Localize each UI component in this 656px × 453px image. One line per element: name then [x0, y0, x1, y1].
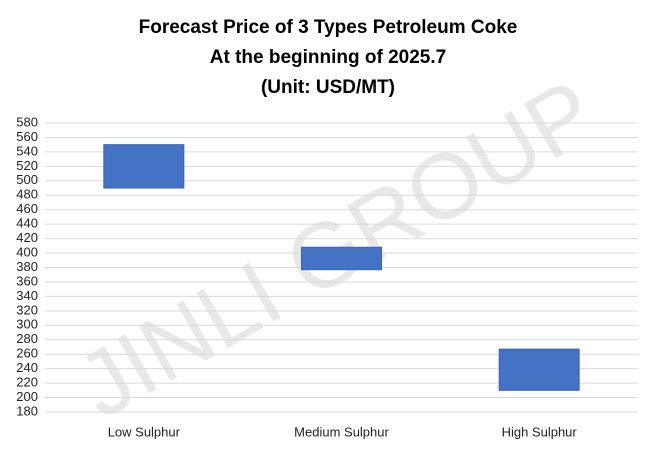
chart-subtitle: At the beginning of 2025.7	[210, 47, 446, 68]
x-tick-label: Medium Sulphur	[294, 424, 389, 439]
y-tick-label: 280	[16, 331, 38, 346]
y-tick-label: 460	[16, 201, 38, 216]
chart-unit: (Unit: USD/MT)	[261, 77, 395, 98]
x-tick-label: High Sulphur	[502, 424, 578, 439]
y-tick-label: 480	[16, 187, 38, 202]
y-tick-label: 580	[16, 114, 38, 129]
y-tick-label: 420	[16, 230, 38, 245]
y-tick-label: 200	[16, 389, 38, 404]
y-tick-label: 320	[16, 302, 38, 317]
y-tick-label: 520	[16, 158, 38, 173]
y-tick-label: 400	[16, 244, 38, 259]
y-tick-label: 440	[16, 216, 38, 231]
y-tick-label: 540	[16, 143, 38, 158]
y-tick-label: 360	[16, 273, 38, 288]
y-tick-label: 500	[16, 172, 38, 187]
y-tick-label: 560	[16, 129, 38, 144]
y-tick-label: 340	[16, 288, 38, 303]
y-tick-label: 300	[16, 317, 38, 332]
bar	[498, 348, 580, 391]
y-tick-label: 180	[16, 403, 38, 418]
y-tick-label: 380	[16, 259, 38, 274]
x-tick-label: Low Sulphur	[108, 424, 181, 439]
bar	[103, 144, 185, 189]
bar	[301, 246, 382, 271]
y-tick-label: 260	[16, 346, 38, 361]
y-tick-label: 240	[16, 360, 38, 375]
y-tick-label: 220	[16, 375, 38, 390]
chart-title: Forecast Price of 3 Types Petroleum Coke	[139, 17, 518, 38]
